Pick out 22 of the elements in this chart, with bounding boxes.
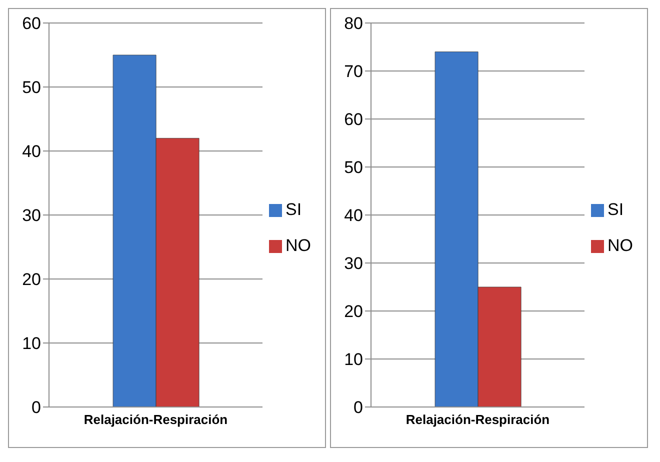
y-tick-label: 50 [22,78,41,98]
y-tick-label: 0 [354,398,363,418]
y-tick-label: 10 [22,334,41,354]
legend-label: NO [608,236,633,255]
x-tick-label: Relajación-Respiración [406,412,550,428]
y-tick-label: 40 [344,206,363,226]
y-tick-label: 60 [22,14,41,34]
y-tick-label: 20 [344,302,363,322]
y-tick-label: 30 [344,254,363,274]
legend-label: NO [286,236,311,255]
y-tick-label: 30 [22,206,41,226]
y-tick-label: 80 [344,14,363,34]
y-tick-label: 60 [344,110,363,130]
y-tick-label: 50 [344,158,363,178]
legend-label: SI [286,200,302,219]
legend-label: SI [608,200,624,219]
y-tick-label: 0 [32,398,41,418]
x-tick-label: Relajación-Respiración [84,412,228,428]
y-tick-label: 10 [344,350,363,370]
y-tick-label: 70 [344,62,363,82]
y-tick-label: 20 [22,270,41,290]
y-tick-label: 40 [22,142,41,162]
